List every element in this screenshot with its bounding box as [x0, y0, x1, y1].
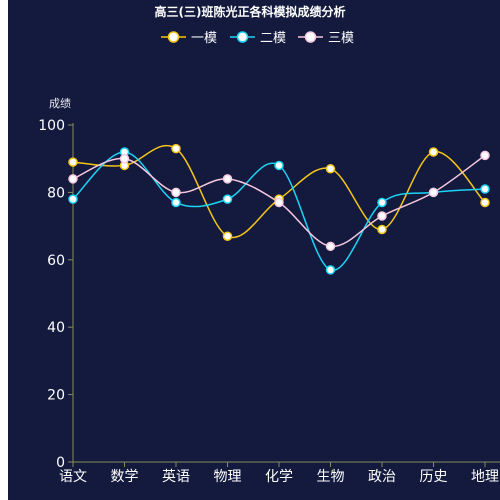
data-point[interactable]	[274, 160, 284, 171]
legend-item[interactable]: 二模	[230, 31, 286, 46]
data-point[interactable]	[428, 187, 439, 198]
x-tick-label: 政治	[368, 469, 396, 485]
data-point[interactable]	[119, 153, 130, 164]
x-tick-label: 语文	[59, 469, 87, 485]
legend-label: 一模	[191, 31, 217, 46]
y-tick-label: 40	[47, 320, 65, 336]
data-point[interactable]	[68, 174, 78, 184]
x-tick-label: 数学	[111, 469, 139, 485]
data-point[interactable]	[325, 265, 336, 275]
x-tick-label: 历史	[420, 469, 448, 485]
data-point[interactable]	[480, 184, 490, 194]
x-tick-label: 地理	[471, 469, 499, 485]
data-point[interactable]	[171, 187, 181, 198]
data-point[interactable]	[428, 147, 439, 157]
y-tick-label: 60	[47, 253, 65, 269]
y-tick-label: 80	[47, 185, 65, 201]
chart-title: 高三(三)班陈光正各科模拟成绩分析	[154, 5, 346, 19]
data-point[interactable]	[480, 197, 490, 208]
y-tick-label: 0	[56, 455, 65, 471]
y-tick-label: 20	[47, 388, 65, 404]
data-point[interactable]	[222, 174, 233, 184]
x-tick-label: 化学	[265, 469, 293, 485]
legend-item[interactable]: 三模	[298, 31, 354, 46]
x-tick-label: 英语	[162, 468, 190, 485]
x-tick-label: 生物	[317, 469, 345, 485]
chart-background	[8, 0, 500, 500]
y-axis-label: 成绩	[49, 97, 71, 110]
data-point[interactable]	[377, 224, 387, 235]
x-tick-label: 物理	[214, 469, 242, 485]
data-point[interactable]	[325, 241, 336, 252]
series-line-1	[72, 144, 486, 239]
data-point[interactable]	[480, 150, 490, 161]
data-point[interactable]	[171, 197, 181, 208]
data-point[interactable]	[222, 231, 233, 241]
legend-item[interactable]: 一模	[161, 31, 217, 46]
legend-label: 三模	[328, 31, 354, 46]
data-point[interactable]	[68, 157, 78, 167]
data-point[interactable]	[274, 197, 284, 208]
data-point[interactable]	[68, 194, 78, 204]
y-tick-label: 100	[38, 118, 65, 134]
data-point[interactable]	[222, 194, 233, 204]
data-point[interactable]	[377, 211, 387, 221]
data-point[interactable]	[171, 143, 181, 154]
data-point[interactable]	[377, 197, 387, 208]
legend-label: 二模	[260, 31, 286, 46]
data-point[interactable]	[325, 164, 336, 174]
